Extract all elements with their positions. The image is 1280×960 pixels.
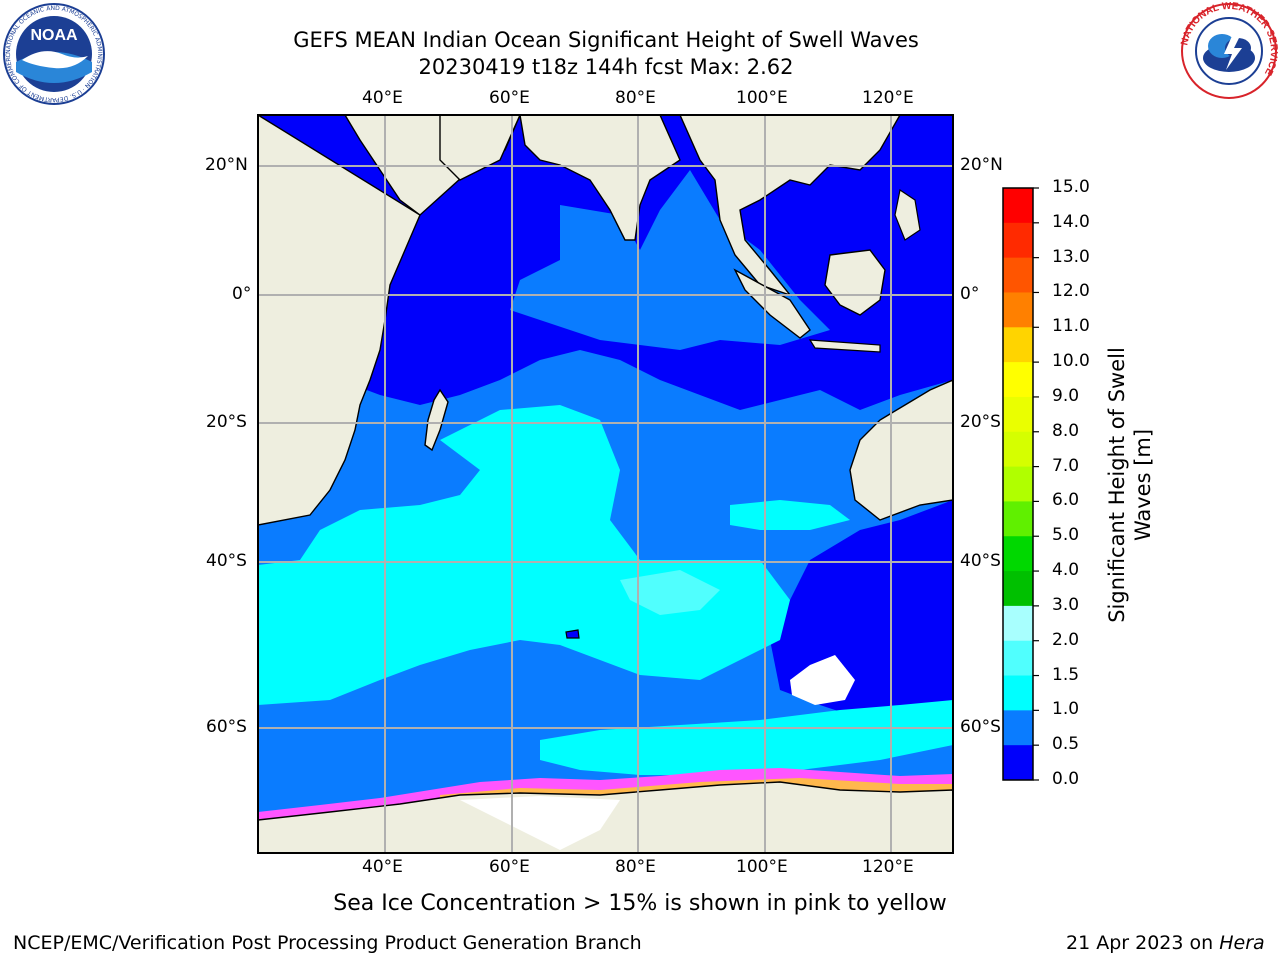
land-kerguelen	[565, 629, 580, 639]
lat-label-right: 60°S	[960, 717, 1001, 737]
chart-subtitle: 20230419 t18z 144h fcst Max: 2.62	[418, 55, 794, 79]
lon-label-bottom: 120°E	[862, 857, 914, 877]
lat-label-left: 20°N	[205, 155, 248, 175]
lat-label-left: 20°S	[206, 412, 247, 432]
colorbar-band	[1003, 257, 1033, 293]
footer-credit: NCEP/EMC/Verification Post Processing Pr…	[13, 932, 642, 954]
lat-label-right: 20°N	[960, 155, 1003, 175]
colorbar-tick-label: 6.0	[1052, 490, 1080, 511]
sea-ice-note: Sea Ice Concentration > 15% is shown in …	[333, 891, 947, 916]
colorbar-tick-label: 2.0	[1052, 629, 1080, 650]
swell-light-patch	[620, 570, 720, 615]
land-arabia	[439, 115, 521, 181]
land-madagascar	[424, 388, 449, 452]
colorbar-band	[1003, 292, 1033, 328]
swell-cyan-south	[540, 700, 953, 775]
colorbar-tick-label: 4.0	[1052, 560, 1080, 581]
colorbar-band	[1003, 362, 1033, 398]
lon-label-bottom: 60°E	[489, 857, 530, 877]
lon-label-top: 60°E	[489, 88, 530, 108]
colorbar-tick-label: 3.0	[1052, 594, 1080, 615]
colorbar-band	[1003, 327, 1033, 363]
colorbar-band	[1003, 188, 1033, 224]
nws-logo: NATIONAL WEATHER SERVICE	[1180, 2, 1278, 99]
footer-host: Hera	[1219, 932, 1265, 954]
lon-label-top: 120°E	[862, 88, 914, 108]
map-field	[258, 115, 953, 853]
swell-cyan-east	[730, 500, 850, 530]
colorbar-tick-label: 1.5	[1052, 664, 1080, 685]
lon-label-top: 100°E	[736, 88, 788, 108]
colorbar-tick-label: 1.0	[1052, 699, 1080, 720]
colorbar-band	[1003, 396, 1033, 433]
colorbar-tick-label: 11.0	[1052, 316, 1090, 337]
noaa-logo-text: NOAA	[30, 27, 78, 44]
colorbar-band	[1003, 745, 1033, 781]
land-borneo	[824, 249, 886, 316]
land-sumatra	[733, 268, 811, 339]
chart-title: GEFS MEAN Indian Ocean Significant Heigh…	[293, 28, 919, 52]
colorbar-band	[1003, 675, 1033, 711]
lon-label-top: 80°E	[615, 88, 656, 108]
lon-label-bottom: 40°E	[362, 857, 403, 877]
colorbar-band	[1003, 640, 1033, 677]
colorbar-band	[1003, 431, 1033, 468]
lon-label-bottom: 100°E	[736, 857, 788, 877]
lat-label-right: 0°	[960, 284, 980, 304]
colorbar-tick-label: 0.5	[1052, 734, 1080, 755]
colorbar-tick-label: 12.0	[1052, 281, 1090, 302]
colorbar-tick-label: 0.0	[1052, 769, 1080, 789]
colorbar-tick-label: 9.0	[1052, 385, 1080, 406]
colorbar-tick-label: 14.0	[1052, 211, 1090, 232]
graticule	[258, 115, 953, 853]
colorbar-band	[1003, 571, 1033, 607]
lat-label-left: 40°S	[206, 551, 247, 571]
colorbar-tick-label: 5.0	[1052, 525, 1080, 546]
ocean-mid-north	[510, 170, 830, 350]
colorbar-band	[1003, 710, 1033, 746]
no-data-patch	[790, 655, 855, 705]
land-philippines	[894, 189, 921, 241]
colorbar-band	[1003, 222, 1033, 259]
colorbar-band	[1003, 501, 1033, 537]
map-frame	[257, 114, 954, 854]
lat-label-right: 40°S	[960, 551, 1001, 571]
colorbar-title: Significant Height of Swell Waves [m]	[1105, 347, 1155, 623]
colorbar-tick-label: 10.0	[1052, 351, 1090, 372]
lat-label-left: 60°S	[206, 717, 247, 737]
land-java	[808, 339, 881, 353]
lon-label-bottom: 80°E	[615, 857, 656, 877]
colorbar-frame	[1002, 187, 1034, 781]
land-australia	[849, 379, 953, 521]
colorbar-band	[1003, 536, 1033, 572]
colorbar-tick-label: 15.0	[1052, 177, 1090, 197]
colorbar-tick-label: 7.0	[1052, 455, 1080, 476]
swell-cyan-central	[258, 405, 790, 705]
colorbar-tick-label: 13.0	[1052, 246, 1090, 267]
lat-label-left: 0°	[232, 284, 252, 304]
colorbar	[1003, 187, 1039, 781]
colorbar-band	[1003, 466, 1033, 502]
antarctica-ice-shelf	[460, 796, 620, 850]
footer-date: 21 Apr 2023 on Hera	[1066, 932, 1265, 954]
colorbar-tick-label: 8.0	[1052, 420, 1080, 441]
land-india	[519, 115, 681, 241]
lat-label-right: 20°S	[960, 412, 1001, 432]
noaa-logo: NOAA NATIONAL OCEANIC AND ATMOSPHERIC AD…	[2, 2, 105, 105]
colorbar-band	[1003, 605, 1033, 642]
lon-label-top: 40°E	[362, 88, 403, 108]
